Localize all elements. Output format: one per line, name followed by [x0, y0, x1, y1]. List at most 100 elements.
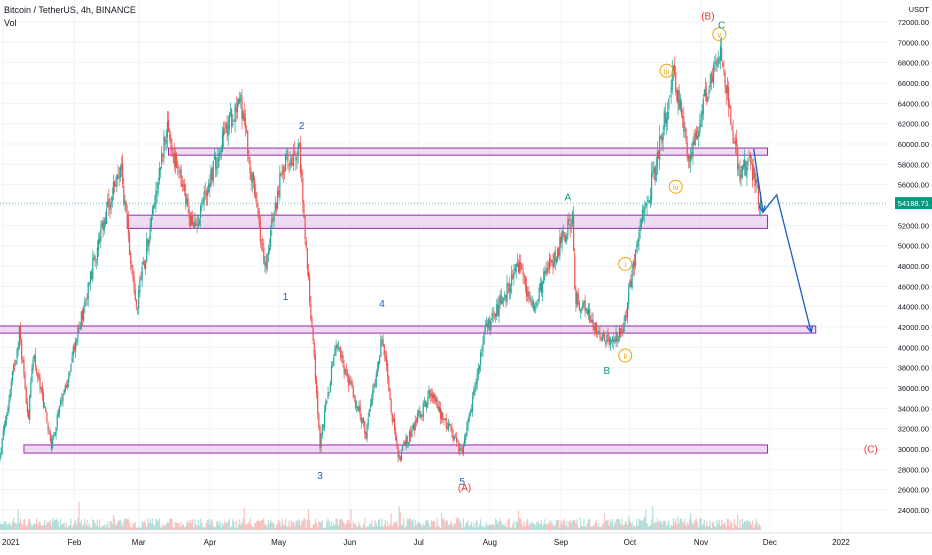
- volume-bar: [441, 513, 442, 530]
- volume-bar: [635, 527, 636, 530]
- candle-body: [339, 348, 340, 349]
- volume-bar: [759, 524, 760, 530]
- candle-body: [229, 115, 230, 129]
- volume-bar: [450, 521, 451, 530]
- volume-bar: [181, 522, 182, 530]
- volume-bar: [505, 523, 506, 530]
- candle-body: [86, 297, 87, 299]
- volume-bar: [760, 527, 761, 530]
- candle-body: [501, 294, 502, 304]
- candle-body: [298, 143, 299, 155]
- candle-body: [757, 180, 758, 183]
- candle-body: [243, 111, 244, 120]
- candle-body: [713, 65, 714, 84]
- candle-body: [434, 394, 435, 402]
- candle-body: [651, 172, 652, 199]
- volume-bar: [45, 526, 46, 530]
- volume-bar: [58, 521, 59, 530]
- volume-bar: [677, 516, 678, 530]
- candle-body: [521, 268, 522, 270]
- price-tick-label: 64000.00: [898, 99, 929, 108]
- candle-body: [246, 131, 247, 132]
- volume-bar: [714, 526, 715, 530]
- candle-body: [192, 215, 193, 225]
- candle-body: [233, 121, 234, 122]
- volume-bar: [422, 527, 423, 530]
- candle-body: [232, 124, 233, 125]
- volume-bar: [412, 519, 413, 530]
- volume-bar: [646, 523, 647, 530]
- volume-bar: [284, 526, 285, 530]
- candle-body: [660, 136, 661, 138]
- volume-bar: [225, 523, 226, 530]
- volume-bar: [253, 527, 254, 530]
- candle-body: [207, 190, 208, 196]
- candle-body: [511, 274, 512, 287]
- volume-bar: [337, 519, 338, 530]
- volume-bar: [465, 524, 466, 530]
- candle-body: [601, 338, 602, 339]
- volume-bar: [98, 527, 99, 530]
- candle-body: [16, 350, 17, 359]
- candle-body: [699, 124, 700, 133]
- volume-bar: [103, 526, 104, 530]
- volume-bar: [104, 524, 105, 530]
- volume-bar: [637, 526, 638, 530]
- candle-body: [580, 310, 581, 312]
- candle-body: [589, 309, 590, 322]
- volume-bar: [755, 518, 756, 530]
- volume-bar: [80, 523, 81, 530]
- volume-bar: [706, 521, 707, 530]
- volume-bar: [654, 522, 655, 530]
- candle-body: [212, 168, 213, 180]
- volume-bar: [81, 520, 82, 530]
- candle-body: [665, 113, 666, 123]
- volume-bar: [240, 525, 241, 530]
- candle-body: [145, 261, 146, 270]
- volume-bar: [308, 509, 309, 530]
- candle-body: [462, 449, 463, 452]
- volume-bar: [534, 524, 535, 530]
- candle-body: [208, 184, 209, 192]
- candle-body: [287, 152, 288, 162]
- candle-body: [668, 98, 669, 109]
- volume-bar: [324, 528, 325, 530]
- candle-body: [21, 340, 22, 359]
- volume-bar: [744, 521, 745, 530]
- volume-bar: [350, 509, 351, 530]
- candle-body: [594, 325, 595, 329]
- candle-body: [607, 334, 608, 336]
- volume-bar: [83, 524, 84, 530]
- volume-bar: [52, 518, 53, 530]
- volume-bar: [111, 521, 112, 530]
- volume-bar: [247, 525, 248, 530]
- volume-bar: [695, 520, 696, 530]
- candle-body: [318, 414, 319, 427]
- volume-bar: [543, 524, 544, 530]
- candle-body: [104, 221, 105, 230]
- volume-bar: [551, 520, 552, 530]
- candle-body: [719, 61, 720, 62]
- candle-body: [604, 334, 605, 341]
- volume-bar: [61, 524, 62, 530]
- volume-bar: [33, 524, 34, 530]
- volume-bar: [722, 524, 723, 530]
- price-tick-label: 62000.00: [898, 120, 929, 129]
- candle-body: [77, 327, 78, 339]
- volume-bar: [739, 519, 740, 530]
- volume-bar: [318, 521, 319, 530]
- volume-bar: [306, 527, 307, 530]
- candle-body: [98, 239, 99, 250]
- candle-body: [602, 334, 603, 340]
- symbol-title: Bitcoin / TetherUS, 4h, BINANCE: [4, 5, 136, 15]
- volume-bar: [138, 526, 139, 530]
- volume-bar: [86, 520, 87, 530]
- candle-body: [362, 418, 363, 422]
- volume-bar: [19, 523, 20, 530]
- volume-bar: [485, 527, 486, 530]
- volume-bar: [461, 523, 462, 530]
- volume-bar: [108, 528, 109, 530]
- candle-body: [451, 428, 452, 434]
